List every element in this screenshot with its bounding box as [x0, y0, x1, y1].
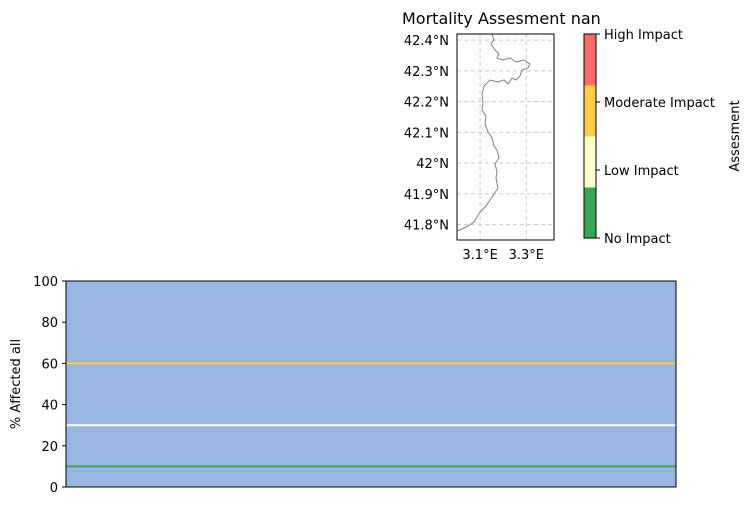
- y-tick-label: 100: [33, 275, 58, 290]
- colorbar-ticks: No Impact Low Impact Moderate Impact High I…: [596, 28, 715, 247]
- coastline: [456, 33, 531, 232]
- y-tick-label: 0: [50, 481, 58, 496]
- map-lat-tick-label: 42.4°N: [404, 34, 449, 49]
- colorbar-tick-label: Low Impact: [604, 164, 679, 179]
- y-tick-label: 60: [41, 357, 58, 372]
- y-axis-label: % Affected all: [9, 339, 24, 429]
- colorbar-frame: [583, 33, 597, 239]
- y-axis-ticks: 0 20 40 60 80 100: [33, 275, 66, 496]
- map-lon-ticks: 3.1°E 3.3°E: [462, 248, 544, 263]
- map-lat-tick-label: 42.1°N: [404, 126, 449, 141]
- colorbar-label: Assesment: [728, 100, 743, 171]
- colorbar-segment: [584, 136, 596, 188]
- colorbar-tick-label: No Impact: [604, 232, 671, 247]
- map-lon-tick-label: 3.1°E: [462, 248, 497, 263]
- area-fill: [66, 281, 676, 487]
- colorbar-tick-label: Moderate Impact: [604, 96, 715, 111]
- y-tick-label: 20: [41, 440, 58, 455]
- colorbar-segment: [584, 85, 596, 137]
- map-lat-tick-label: 42.3°N: [404, 65, 449, 80]
- map-lon-tick-label: 3.3°E: [509, 248, 544, 263]
- map-lat-tick-label: 42.2°N: [404, 96, 449, 111]
- colorbar: [584, 34, 596, 239]
- threshold-lines: [66, 362, 676, 468]
- map-frame: [456, 33, 555, 241]
- plot-frame: [65, 280, 677, 488]
- y-tick-label: 80: [41, 316, 58, 331]
- map-lat-ticks: 42.4°N 42.3°N 42.2°N 42.1°N 42°N 41.9°N 41.8°N: [404, 34, 449, 233]
- y-tick-label: 40: [41, 399, 58, 414]
- colorbar-tick-label: High Impact: [604, 28, 683, 43]
- colorbar-segment: [584, 34, 596, 86]
- map-lat-tick-label: 41.8°N: [404, 219, 449, 234]
- colorbar-segment: [584, 187, 596, 239]
- map-lat-tick-label: 42°N: [416, 157, 449, 172]
- map-lat-tick-label: 41.9°N: [404, 188, 449, 203]
- map-grid: [457, 34, 554, 240]
- map-title: Mortality Assesment nan: [402, 9, 601, 28]
